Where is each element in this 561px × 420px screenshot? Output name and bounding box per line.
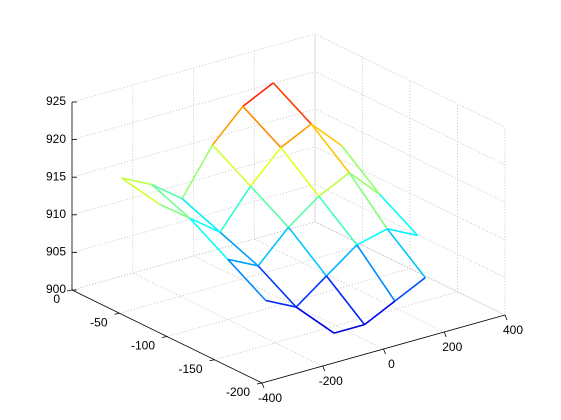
z-tick-label: 920 (46, 132, 66, 146)
x-grid-line (193, 68, 384, 350)
z-tick-label: 915 (46, 169, 66, 183)
y-grid-line (261, 127, 506, 384)
mesh-segment (219, 231, 259, 267)
mesh-segment (151, 183, 191, 219)
z-tick-label: 900 (46, 282, 66, 296)
z-tick-label: 925 (46, 94, 66, 108)
mesh-segment (325, 275, 366, 326)
mesh-segment (379, 193, 419, 236)
mesh-segment (356, 228, 388, 246)
x-tick (443, 331, 447, 338)
mesh-segment (364, 300, 396, 326)
mesh-segment (318, 195, 358, 246)
y-grid-line (214, 103, 458, 361)
mesh-segment (287, 195, 320, 228)
y-tick-label: 0 (53, 292, 60, 306)
mesh-segment (181, 198, 221, 233)
x-tick-label: -400 (258, 391, 282, 405)
y-tick-label: -50 (90, 315, 108, 329)
z-tick-label: 910 (46, 207, 66, 221)
y-tick-label: -150 (178, 362, 202, 376)
mesh-segment (211, 105, 244, 146)
y-grid-line (71, 34, 316, 291)
mesh-segment (394, 276, 426, 302)
x-tick-label: -200 (319, 374, 343, 388)
mesh-segment (348, 172, 381, 195)
z-grid-line (71, 221, 506, 316)
mesh-segment (272, 82, 312, 125)
z-grid-line (71, 146, 506, 241)
x-tick (322, 365, 326, 372)
y-grid-line (166, 80, 411, 337)
mesh-segment (325, 244, 358, 277)
mesh-segment (348, 172, 388, 230)
mesh-segment (265, 299, 297, 308)
x-tick-label: 0 (388, 357, 395, 371)
z-tick-label: 905 (46, 245, 66, 259)
y-tick-label: -100 (131, 339, 155, 353)
mesh-segment (340, 145, 381, 195)
x-grid-line (253, 51, 445, 333)
y-tick (256, 382, 263, 385)
x-grid-line (71, 102, 263, 384)
z-grid-line (71, 183, 506, 278)
mesh-segment (181, 144, 214, 199)
y-tick (161, 336, 168, 338)
x-grid-line (314, 34, 506, 316)
mesh-segment (159, 203, 191, 219)
mesh-segment (386, 228, 426, 279)
x-tick (504, 314, 508, 321)
mesh-segment (120, 177, 160, 205)
y-tick (66, 289, 73, 292)
mesh-segment (387, 228, 418, 237)
mesh-segment (242, 82, 274, 108)
mesh-segment (257, 226, 290, 267)
y-tick (209, 359, 215, 362)
mesh-segment (310, 123, 350, 174)
mesh-segment (280, 147, 320, 197)
mesh-segment (242, 105, 282, 149)
mesh-segment (249, 185, 290, 228)
mesh-segment (333, 323, 365, 334)
mesh-segment (356, 244, 396, 302)
z-grid-line (71, 71, 506, 165)
x-tick-label: 200 (442, 340, 462, 354)
x-tick-label: 400 (503, 323, 523, 337)
mesh-segment (189, 217, 221, 233)
mesh-segment (280, 123, 312, 149)
mesh-segment (295, 275, 328, 308)
mesh-segment (295, 306, 335, 334)
x-grid-line (132, 85, 323, 367)
mesh-segment (121, 177, 152, 186)
mesh-segment (151, 183, 183, 200)
mesh-segment (257, 265, 297, 308)
mesh-segment (227, 258, 267, 302)
mesh-segment (287, 226, 328, 277)
mesh-segment (318, 172, 350, 197)
y-tick-label: -200 (226, 385, 250, 399)
mesh-segment (189, 217, 229, 260)
z-grid-line (71, 33, 506, 128)
mesh-segment (219, 185, 252, 233)
x-tick (261, 382, 265, 389)
y-grid-line (119, 57, 363, 314)
y-tick (114, 312, 120, 315)
x-tick (383, 348, 386, 355)
mesh-segment (249, 147, 282, 187)
mesh-segment (227, 258, 259, 267)
mesh-segment (310, 123, 343, 147)
mesh-segment (211, 144, 252, 187)
